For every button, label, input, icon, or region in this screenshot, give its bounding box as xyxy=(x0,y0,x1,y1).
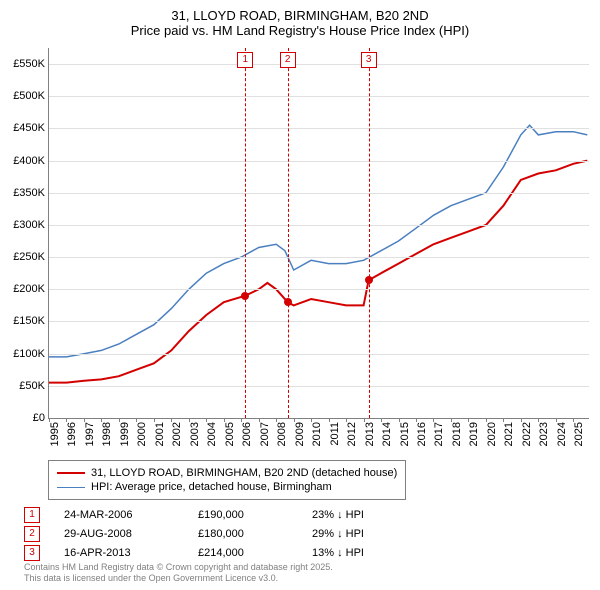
event-vline-1 xyxy=(245,48,246,418)
x-axis-label: 2013 xyxy=(364,422,376,446)
attribution-text: Contains HM Land Registry data © Crown c… xyxy=(24,562,333,584)
y-axis-label: £0 xyxy=(33,412,45,424)
legend-swatch-hpi xyxy=(57,487,85,488)
x-axis-label: 2014 xyxy=(381,422,393,446)
event-dot-3 xyxy=(365,276,373,284)
legend-label-price: 31, LLOYD ROAD, BIRMINGHAM, B20 2ND (det… xyxy=(91,467,397,479)
event-date: 24-MAR-2006 xyxy=(64,509,174,521)
y-axis-label: £250K xyxy=(13,251,45,263)
y-axis-label: £100K xyxy=(13,348,45,360)
x-axis-label: 2004 xyxy=(206,422,218,446)
y-axis-label: £500K xyxy=(13,90,45,102)
x-axis-label: 2005 xyxy=(224,422,236,446)
event-price: £180,000 xyxy=(198,528,288,540)
x-axis-label: 2007 xyxy=(259,422,271,446)
x-axis-label: 2001 xyxy=(154,422,166,446)
legend-swatch-price xyxy=(57,472,85,474)
x-axis-label: 2019 xyxy=(468,422,480,446)
event-vline-2 xyxy=(288,48,289,418)
x-axis-label: 2015 xyxy=(399,422,411,446)
attribution-line1: Contains HM Land Registry data © Crown c… xyxy=(24,562,333,573)
event-marker-2: 2 xyxy=(280,52,296,68)
legend-row-price: 31, LLOYD ROAD, BIRMINGHAM, B20 2ND (det… xyxy=(57,467,397,479)
chart-plot-area: £0£50K£100K£150K£200K£250K£300K£350K£400… xyxy=(48,48,589,419)
x-axis-label: 2020 xyxy=(486,422,498,446)
event-row-1: 1 24-MAR-2006 £190,000 23% ↓ HPI xyxy=(24,507,364,523)
x-axis-label: 2012 xyxy=(346,422,358,446)
event-dot-1 xyxy=(241,292,249,300)
x-axis-label: 2025 xyxy=(573,422,585,446)
event-delta: 23% ↓ HPI xyxy=(312,509,364,521)
x-axis-label: 2011 xyxy=(329,422,341,446)
x-axis-label: 2018 xyxy=(451,422,463,446)
event-row-marker: 1 xyxy=(24,507,40,523)
event-row-2: 2 29-AUG-2008 £180,000 29% ↓ HPI xyxy=(24,526,364,542)
y-axis-label: £350K xyxy=(13,187,45,199)
x-axis-label: 2024 xyxy=(556,422,568,446)
event-delta: 13% ↓ HPI xyxy=(312,547,364,559)
x-axis-label: 2022 xyxy=(521,422,533,446)
legend-label-hpi: HPI: Average price, detached house, Birm… xyxy=(91,481,332,493)
chart-lines-svg xyxy=(49,48,589,418)
event-price: £190,000 xyxy=(198,509,288,521)
x-axis-label: 2010 xyxy=(311,422,323,446)
y-axis-label: £150K xyxy=(13,315,45,327)
x-axis-label: 2003 xyxy=(189,422,201,446)
x-axis-label: 2000 xyxy=(136,422,148,446)
event-dot-2 xyxy=(284,298,292,306)
event-vline-3 xyxy=(369,48,370,418)
event-row-marker: 2 xyxy=(24,526,40,542)
legend-box: 31, LLOYD ROAD, BIRMINGHAM, B20 2ND (det… xyxy=(48,460,406,500)
x-axis-label: 1995 xyxy=(49,422,61,446)
series-price_paid xyxy=(49,161,587,383)
chart-title-address: 31, LLOYD ROAD, BIRMINGHAM, B20 2ND xyxy=(0,8,600,23)
x-axis-label: 2008 xyxy=(276,422,288,446)
x-axis-label: 2006 xyxy=(241,422,253,446)
attribution-line2: This data is licensed under the Open Gov… xyxy=(24,573,333,584)
y-axis-label: £300K xyxy=(13,219,45,231)
y-axis-label: £450K xyxy=(13,122,45,134)
events-table: 1 24-MAR-2006 £190,000 23% ↓ HPI 2 29-AUG-200… xyxy=(24,504,364,564)
y-axis-label: £550K xyxy=(13,58,45,70)
x-axis-label: 2016 xyxy=(416,422,428,446)
x-axis-label: 2009 xyxy=(294,422,306,446)
x-axis-label: 2017 xyxy=(433,422,445,446)
event-date: 29-AUG-2008 xyxy=(64,528,174,540)
event-marker-1: 1 xyxy=(237,52,253,68)
x-axis-label: 2023 xyxy=(538,422,550,446)
event-row-marker: 3 xyxy=(24,545,40,561)
chart-title-sub: Price paid vs. HM Land Registry's House … xyxy=(0,23,600,38)
x-axis-label: 1999 xyxy=(119,422,131,446)
legend-row-hpi: HPI: Average price, detached house, Birm… xyxy=(57,481,397,493)
x-axis-label: 2002 xyxy=(171,422,183,446)
x-axis-label: 1998 xyxy=(101,422,113,446)
x-axis-label: 2021 xyxy=(503,422,515,446)
event-price: £214,000 xyxy=(198,547,288,559)
y-axis-label: £400K xyxy=(13,155,45,167)
event-delta: 29% ↓ HPI xyxy=(312,528,364,540)
event-row-3: 3 16-APR-2013 £214,000 13% ↓ HPI xyxy=(24,545,364,561)
x-axis-label: 1996 xyxy=(66,422,78,446)
y-axis-label: £50K xyxy=(19,380,45,392)
y-axis-label: £200K xyxy=(13,283,45,295)
x-axis-label: 1997 xyxy=(84,422,96,446)
event-date: 16-APR-2013 xyxy=(64,547,174,559)
event-marker-3: 3 xyxy=(361,52,377,68)
